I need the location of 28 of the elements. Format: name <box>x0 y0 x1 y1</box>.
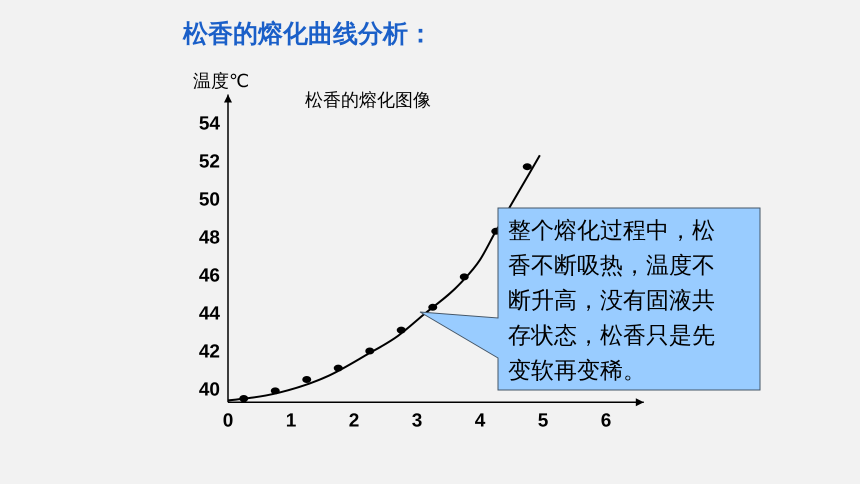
y-axis-title: 温度℃ <box>193 71 250 91</box>
x-tick-label: 5 <box>538 410 549 432</box>
y-tick-label: 42 <box>198 342 220 363</box>
y-tick-label: 52 <box>198 152 220 173</box>
y-tick-label: 46 <box>198 266 220 287</box>
point <box>460 273 469 280</box>
point <box>396 326 406 334</box>
x-tick-label: 0 <box>222 410 234 432</box>
point <box>365 348 374 354</box>
point <box>334 364 343 372</box>
x-tick-label: 2 <box>348 410 360 432</box>
point <box>239 395 248 402</box>
y-tick-label: 50 <box>198 190 220 211</box>
point <box>270 387 280 394</box>
x-tick-label: 4 <box>474 410 486 432</box>
y-tick-label: 54 <box>198 114 220 135</box>
y-tick-label: 44 <box>198 304 220 325</box>
point <box>522 163 532 170</box>
x-tick-label: 6 <box>600 410 612 432</box>
y-tick-label: 48 <box>198 228 220 249</box>
point <box>302 376 312 383</box>
point <box>428 304 438 311</box>
annotation: 整个熔化过程中，松香不断吸热，温度不断升高，没有固液共存状态，松香只是先变软再变稀。 <box>508 217 715 383</box>
y-tick-label: 40 <box>198 380 220 401</box>
x-tick-label: 1 <box>286 410 297 432</box>
chart-title: 松香的熔化曲线分析： <box>182 20 433 48</box>
x-tick-label: 3 <box>412 410 422 432</box>
chart-subtitle: 松香的熔化图像 <box>305 90 431 110</box>
